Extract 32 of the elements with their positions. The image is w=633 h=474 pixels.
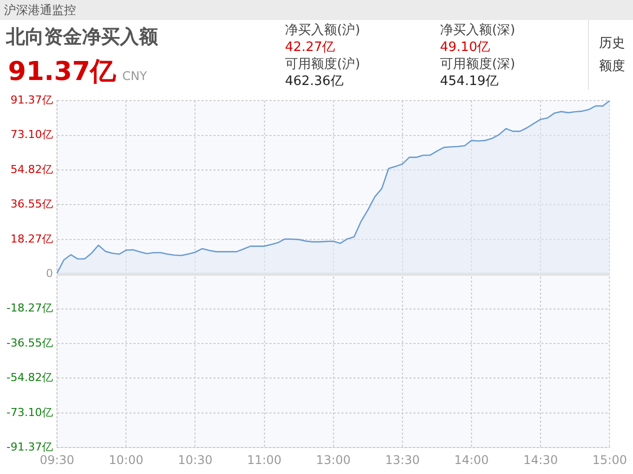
y-tick-label: -91.37亿 (6, 440, 53, 454)
text: 可用额度(深) (440, 56, 516, 73)
y-tick-label: 73.10亿 (10, 128, 53, 142)
x-tick-label: 10:30 (178, 452, 212, 467)
x-tick-label: 14:00 (454, 452, 489, 467)
y-tick-label: -18.27亿 (6, 302, 53, 315)
text: 42.27亿 (285, 39, 336, 56)
y-tick-label: 54.82亿 (10, 162, 53, 176)
y-tick-label: -36.55亿 (6, 336, 53, 350)
text: 净买入额(深) (440, 22, 516, 39)
x-tick-label: 15:00 (592, 452, 628, 467)
text: 净买入额(沪) (285, 22, 360, 39)
text: CNY (122, 69, 147, 83)
y-tick-label: -73.10亿 (6, 406, 53, 419)
y-tick-label: 0 (46, 266, 53, 280)
x-tick-label: 11:00 (246, 452, 282, 467)
text: 49.10亿 (440, 39, 492, 56)
x-tick-label: 13:30 (385, 452, 420, 467)
text: 454.19亿 (440, 73, 500, 90)
text: 462.36亿 (285, 73, 344, 90)
y-tick-label: -54.82亿 (6, 371, 53, 384)
y-tick-label: 18.27亿 (10, 232, 53, 246)
y-tick-label: 36.55亿 (10, 198, 53, 211)
x-tick-label: 09:30 (40, 452, 74, 467)
x-tick-label: 13:00 (316, 452, 351, 467)
text: 历史额度 (599, 35, 626, 76)
text: 可用额度(沪) (285, 56, 360, 73)
text: 沪深港通监控 (0, 0, 633, 20)
x-tick-label: 14:30 (523, 452, 558, 467)
chart-title: 北向资金净买入额 (6, 25, 158, 50)
x-tick-label: 10:00 (108, 452, 144, 467)
y-tick-label: 91.37亿 (10, 93, 53, 106)
